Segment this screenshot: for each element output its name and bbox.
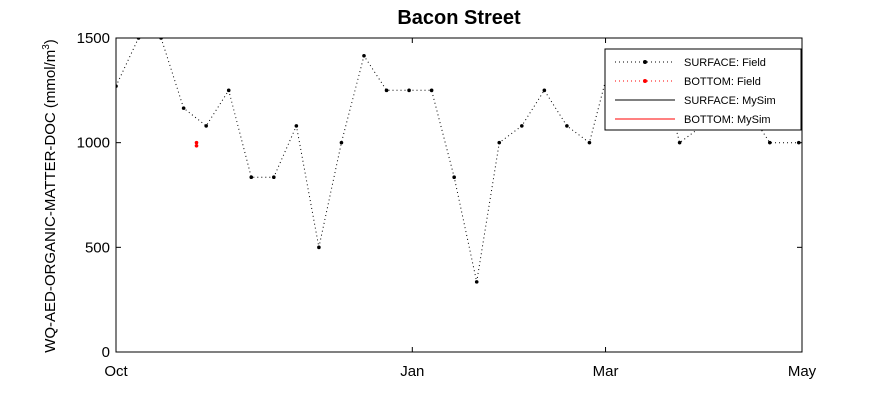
data-point	[204, 124, 208, 128]
y-axis-label-close: )	[42, 39, 59, 44]
chart-title: Bacon Street	[397, 7, 521, 29]
y-tick-label: 1000	[77, 135, 110, 152]
y-tick-label: 0	[102, 344, 110, 361]
legend-marker-1	[643, 79, 647, 83]
legend-marker-0	[643, 60, 647, 64]
data-point	[384, 88, 389, 93]
legend-box	[604, 48, 802, 131]
data-point	[194, 140, 199, 145]
data-point	[677, 140, 682, 145]
data-point	[181, 106, 186, 110]
y-axis-label: WQ-AED-ORGANIC-MATTER-DOC (mmol/m3)	[41, 39, 59, 353]
data-point	[429, 88, 434, 93]
data-point	[317, 245, 321, 250]
data-point	[294, 124, 299, 128]
axis-ticks: Oct Jan Mar May 0 500 1000 1500	[77, 30, 817, 380]
y-tick-label: 1500	[77, 30, 110, 47]
data-point	[159, 38, 163, 40]
legend-label-0: SURFACE: Field	[684, 57, 766, 69]
legend-label-3: BOTTOM: MySim	[684, 114, 771, 126]
data-point	[116, 84, 118, 88]
data-point	[767, 140, 772, 145]
data-point	[272, 175, 276, 180]
data-point	[452, 175, 456, 180]
data-point	[249, 175, 254, 180]
x-tick-label: May	[788, 363, 817, 380]
data-point	[497, 140, 502, 145]
data-point	[796, 140, 801, 145]
data-point	[587, 140, 592, 145]
data-point	[339, 140, 344, 145]
data-point	[520, 124, 524, 128]
legend-label-1: BOTTOM: Field	[684, 76, 761, 88]
legend-label-2: SURFACE: MySim	[684, 95, 776, 107]
data-point	[474, 280, 479, 284]
data-point	[362, 53, 366, 58]
x-tick-label: Oct	[104, 363, 128, 380]
data-point	[226, 88, 231, 93]
y-tick-label: 500	[85, 239, 110, 256]
data-point	[407, 88, 411, 93]
x-tick-label: Jan	[400, 363, 424, 380]
data-point	[194, 144, 199, 148]
y-axis-label-main: WQ-AED-ORGANIC-MATTER-DOC (mmol/m	[42, 50, 59, 353]
x-tick-label: Mar	[593, 363, 619, 380]
data-point	[136, 38, 141, 40]
data-point	[542, 88, 547, 93]
y-axis-label-superscript: 3	[41, 44, 52, 50]
data-point	[565, 124, 569, 128]
legend: SURFACE: Field BOTTOM: Field SURFACE: MySi…	[604, 48, 802, 131]
